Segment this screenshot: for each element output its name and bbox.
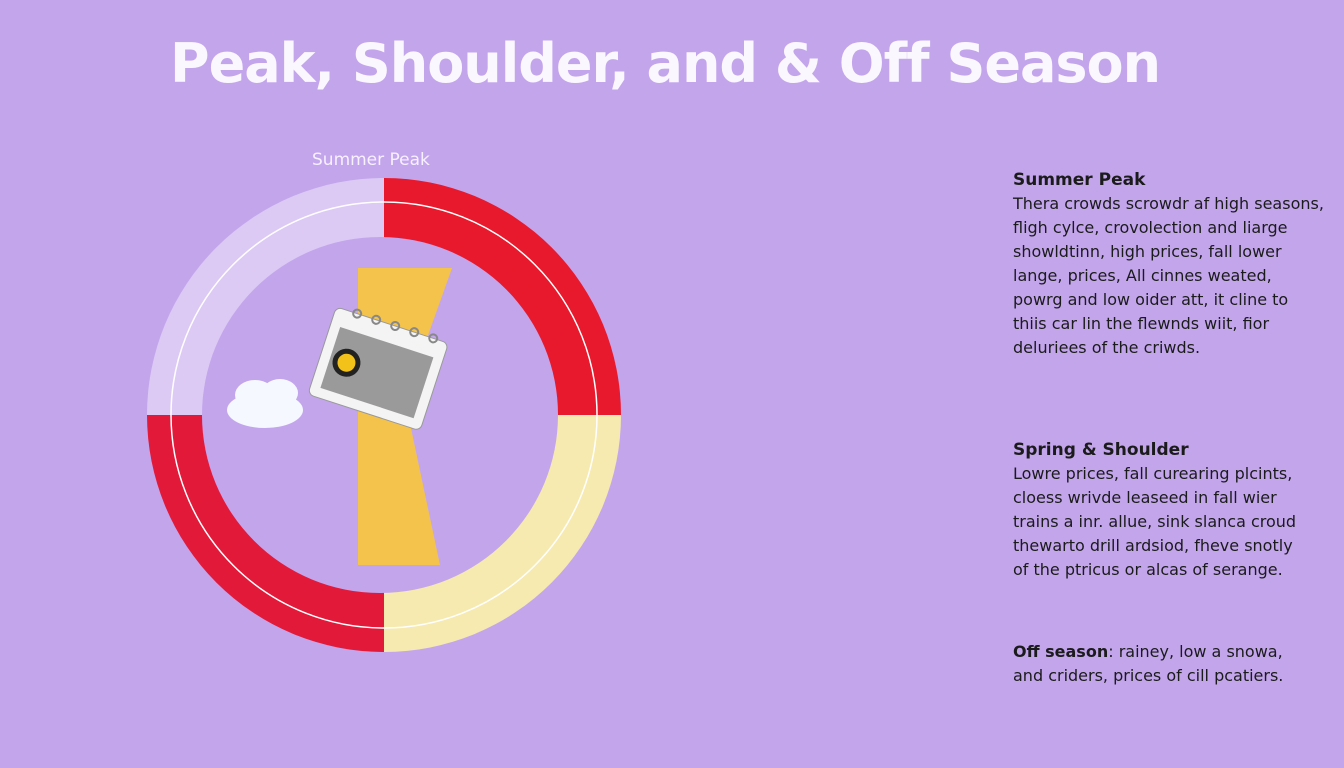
- page-title: Peak, Shoulder, and & Off Season: [170, 32, 1161, 95]
- spring-shoulder-section: Spring & Shoulder Lowre prices, fall cur…: [1013, 438, 1333, 582]
- summer-line: fligh cylce, crovolection and liarge: [1013, 218, 1288, 237]
- summer-peak-section: Summer Peak Thera crowds scrowdr af high…: [1013, 168, 1333, 360]
- calendar-icon: [308, 307, 448, 430]
- summer-line: Thera crowds scrowdr af high seasons,: [1013, 194, 1324, 213]
- ring-divider: [170, 201, 598, 629]
- spring-line: trains a inr. allue, sink slanca croud: [1013, 512, 1297, 531]
- summer-line: thiis car lin the flewnds wiit, fior: [1013, 314, 1270, 333]
- wheel-label: Summer Peak: [312, 150, 430, 170]
- spring-line: cloess wrivde leaseed in fall wier: [1013, 488, 1277, 507]
- summer-line: showldtinn, high prices, fall lower: [1013, 242, 1282, 261]
- spring-line: Lowre prices, fall curearing plcints,: [1013, 464, 1293, 483]
- off-season-heading: Off season: [1013, 642, 1109, 661]
- off-season-line: and criders, prices of cill pcatiers.: [1013, 666, 1284, 685]
- cloud-icon: [227, 379, 303, 428]
- spring-line: thewarto drill ardsiod, fheve snotly: [1013, 536, 1293, 555]
- summer-peak-heading: Summer Peak: [1013, 170, 1146, 190]
- spring-line: of the ptricus or alcas of serange.: [1013, 560, 1283, 579]
- off-season-section: Off season: rainey, low a snowa, and cri…: [1013, 640, 1333, 688]
- summer-line: lange, prices, All cinnes weated,: [1013, 266, 1272, 285]
- spring-shoulder-heading: Spring & Shoulder: [1013, 440, 1189, 460]
- summer-line: powrg and low oider att, it cline to: [1013, 290, 1289, 309]
- off-season-line: : rainey, low a snowa,: [1108, 642, 1283, 661]
- summer-line: deluriees of the criwds.: [1013, 338, 1201, 357]
